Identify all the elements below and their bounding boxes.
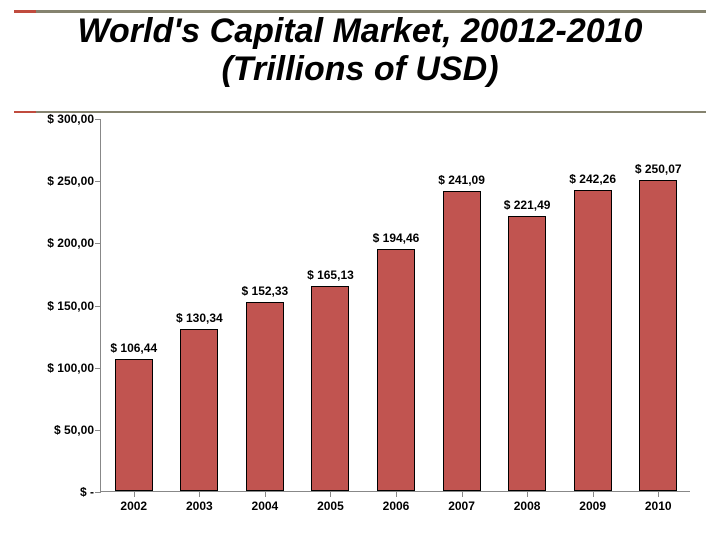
y-tick (95, 430, 101, 431)
y-tick (95, 181, 101, 182)
x-tick (330, 491, 331, 497)
data-label: $ 250,07 (635, 162, 682, 176)
y-tick (95, 368, 101, 369)
data-label: $ 221,49 (504, 198, 551, 212)
x-tick (265, 491, 266, 497)
x-axis-label: 2004 (252, 499, 279, 513)
x-axis-label: 2003 (186, 499, 213, 513)
y-axis-label: $ 100,00 (24, 361, 94, 375)
x-tick (658, 491, 659, 497)
plot-area: $ 106,442002$ 130,342003$ 152,332004$ 16… (100, 119, 690, 492)
title-bottom-divider (14, 111, 706, 113)
x-axis-label: 2007 (448, 499, 475, 513)
y-tick (95, 306, 101, 307)
slide: World's Capital Market, 20012-2010 (Tril… (0, 0, 720, 540)
x-axis-label: 2006 (383, 499, 410, 513)
data-label: $ 106,44 (110, 341, 157, 355)
bar (311, 286, 349, 491)
bar (639, 180, 677, 491)
bar (377, 249, 415, 491)
data-label: $ 241,09 (438, 173, 485, 187)
y-axis-label: $ 150,00 (24, 299, 94, 313)
y-axis-label: $ 50,00 (24, 423, 94, 437)
x-axis-label: 2010 (645, 499, 672, 513)
x-tick (134, 491, 135, 497)
x-axis-label: 2008 (514, 499, 541, 513)
y-axis-label: $ 200,00 (24, 236, 94, 250)
bar (443, 191, 481, 491)
data-label: $ 165,13 (307, 268, 354, 282)
y-tick (95, 492, 101, 493)
x-tick (462, 491, 463, 497)
page-title: World's Capital Market, 20012-2010 (Tril… (0, 12, 720, 88)
y-axis-label: $ 250,00 (24, 174, 94, 188)
y-axis-label: $ - (24, 485, 94, 499)
bar (508, 216, 546, 491)
bar (115, 359, 153, 491)
y-tick (95, 119, 101, 120)
bar (246, 302, 284, 491)
bar-chart: $ 106,44 2002 $ 130,34 2003 $ 152,33 2004 $ 16… (26, 115, 698, 520)
y-tick (95, 243, 101, 244)
x-axis-label: 2005 (317, 499, 344, 513)
data-label: $ 242,26 (569, 172, 616, 186)
x-axis-label: 2009 (579, 499, 606, 513)
bar (180, 329, 218, 491)
data-label: $ 194,46 (373, 231, 420, 245)
x-tick (527, 491, 528, 497)
x-tick (396, 491, 397, 497)
y-axis-label: $ 300,00 (24, 112, 94, 126)
bar (574, 190, 612, 491)
x-tick (199, 491, 200, 497)
data-label: $ 152,33 (242, 284, 289, 298)
x-axis-label: 2002 (120, 499, 147, 513)
x-tick (593, 491, 594, 497)
data-label: $ 130,34 (176, 311, 223, 325)
